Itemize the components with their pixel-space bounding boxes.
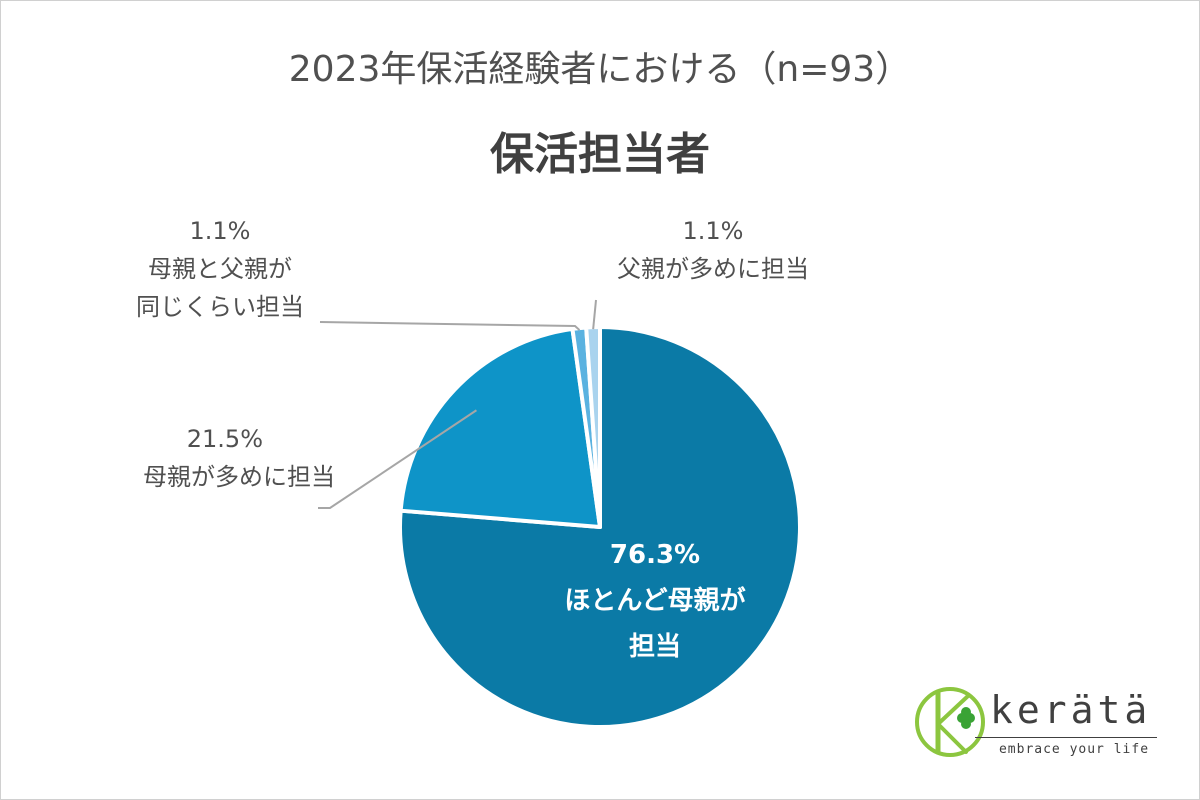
leader-line-father — [592, 299, 597, 330]
slice-label-mother-more-name: 母親が多めに担当 — [143, 463, 335, 491]
leader-line-mother-more — [318, 409, 477, 509]
slice-label-father-name: 父親が多めに担当 — [617, 255, 809, 283]
pie-slice-mother-more — [398, 326, 602, 529]
brand-name: kerätä — [990, 688, 1152, 732]
slice-label-mostly-mother-name-2: 担当 — [628, 632, 681, 662]
slice-label-equal: 1.1% 母親と父親が 同じくらい担当 — [100, 212, 340, 326]
slice-label-mostly-mother-value: 76.3% — [609, 540, 701, 570]
chart-title: 保活担当者 — [490, 129, 710, 180]
slice-label-mostly-mother: 76.3% ほとんど母親が 担当 — [520, 532, 790, 670]
brand-tagline: embrace your life — [998, 742, 1150, 757]
slice-label-mostly-mother-name-1: ほとんど母親が — [564, 586, 746, 616]
chart-subtitle: 2023年保活経験者における（n=93） — [288, 49, 912, 90]
slice-label-equal-name-1: 母親と父親が — [148, 255, 292, 283]
slice-label-equal-name-2: 同じくらい担当 — [136, 293, 304, 321]
slice-label-equal-value: 1.1% — [189, 217, 251, 245]
leader-line-equal — [319, 321, 581, 331]
slice-label-mother-more: 21.5% 母親が多めに担当 — [60, 420, 335, 496]
slice-label-mother-more-value: 21.5% — [186, 425, 263, 453]
brand-logo-icon — [915, 687, 985, 757]
slice-label-father-value: 1.1% — [682, 217, 744, 245]
brand-divider — [975, 737, 1157, 738]
slice-label-father: 1.1% 父親が多めに担当 — [578, 212, 848, 288]
